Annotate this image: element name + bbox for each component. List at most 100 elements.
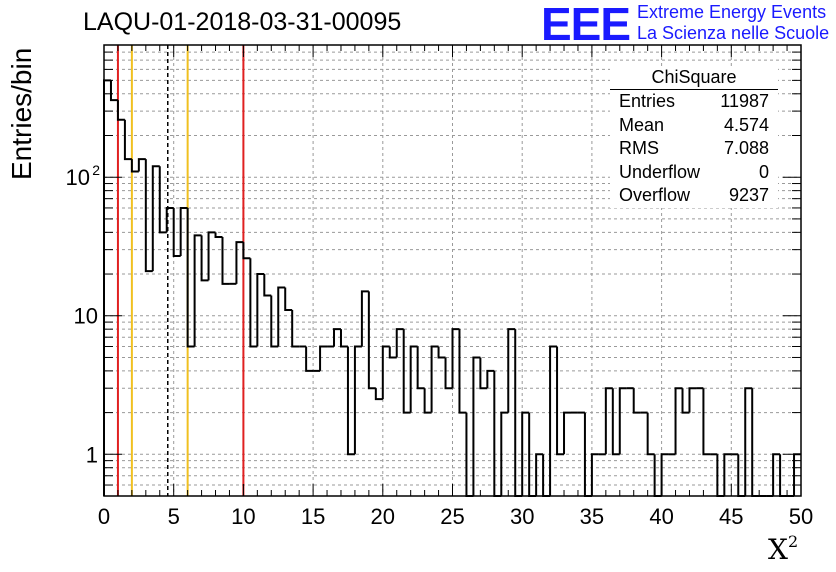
histogram-bin — [402, 329, 411, 414]
x-tick-label: 40 — [649, 504, 673, 529]
histogram-bin — [374, 388, 383, 401]
x-tick-label: 45 — [719, 504, 743, 529]
stats-label: Mean — [619, 114, 665, 135]
chart-title: LAQU-01-2018-03-31-00095 — [83, 8, 402, 36]
histogram-bin — [305, 346, 314, 372]
histogram-bin — [674, 387, 683, 455]
y-tick-label: 1 — [86, 442, 98, 467]
histogram-bin — [409, 345, 418, 413]
histogram-bin — [423, 388, 432, 414]
histogram-bin — [333, 328, 341, 347]
logo-line-2: La Scienza nelle Scuole — [637, 23, 830, 43]
histogram-bin — [123, 119, 132, 161]
histogram-bin — [353, 345, 362, 455]
histogram-bin — [151, 165, 160, 272]
x-tick-label: 35 — [580, 504, 604, 529]
histogram-bin — [723, 453, 732, 496]
histogram-bin — [395, 328, 404, 358]
histogram-bin — [437, 346, 446, 359]
stats-value: 4.574 — [723, 114, 769, 135]
x-tick-label: 20 — [371, 504, 395, 529]
y-axis-label: Entries/bin — [6, 47, 37, 180]
x-tick-label: 15 — [301, 504, 325, 529]
y-tick-label: 10 — [74, 304, 98, 329]
stats-label: Entries — [619, 91, 676, 111]
histogram-bin — [772, 453, 781, 496]
histogram-bin — [702, 388, 711, 456]
histogram-bin — [444, 357, 453, 390]
stats-row: Overflow 9237 — [610, 184, 778, 208]
histogram-bin — [214, 232, 223, 239]
x-axis-label-base: X — [768, 533, 788, 566]
histogram-bin — [479, 357, 488, 390]
x-tick-label: 10 — [231, 504, 255, 529]
histogram-bin — [604, 387, 613, 455]
histogram-bin — [158, 166, 167, 234]
histogram-bin — [563, 411, 571, 455]
histogram-bin — [172, 207, 181, 257]
stats-value: 9237 — [728, 185, 769, 205]
histogram-bin — [339, 329, 348, 348]
histogram-bin — [200, 235, 209, 282]
stats-value: 11987 — [720, 91, 769, 111]
x-tick-label: 5 — [168, 504, 180, 529]
eee-logo: EEE — [541, 0, 631, 50]
histogram-bin — [291, 310, 300, 348]
stats-label: Underflow — [619, 161, 701, 182]
stats-row: Mean 4.574 — [610, 114, 778, 138]
stats-value: 7.088 — [723, 138, 769, 158]
histogram-bin — [451, 328, 460, 389]
histogram-bin — [116, 100, 125, 121]
histogram-bin — [646, 412, 655, 456]
histogram-bin — [507, 328, 516, 413]
histogram-bin — [319, 345, 328, 371]
stats-box: ChiSquare Entries 11987 Mean 4.574 RMS 7.08… — [610, 66, 778, 208]
histogram-bin — [235, 241, 244, 284]
histogram-bin — [270, 295, 279, 348]
histogram-bin — [500, 411, 509, 496]
histogram-bin — [472, 356, 481, 496]
histogram-bin — [193, 234, 202, 347]
histogram-bin — [186, 207, 195, 348]
histogram-bin — [458, 329, 467, 414]
histogram-bin — [590, 453, 599, 496]
stats-row: Entries 11987 — [610, 90, 778, 114]
histogram-bin — [556, 346, 565, 456]
histogram-bin — [660, 453, 669, 496]
histogram-bin — [130, 159, 139, 173]
x-axis-label: X2 — [768, 532, 798, 566]
histogram-bin — [388, 346, 397, 359]
stats-row: RMS 7.088 — [610, 137, 778, 161]
logo-line-1: Extreme Energy Events — [637, 2, 827, 22]
histogram-bin — [137, 158, 146, 172]
histogram-bin — [221, 237, 230, 285]
histogram-bin — [277, 286, 286, 347]
histogram-bin — [618, 387, 627, 455]
histogram-bin — [493, 370, 502, 497]
histogram-bin — [381, 345, 390, 400]
histogram-bin — [207, 231, 216, 281]
histogram-bin — [688, 387, 697, 413]
histogram-bin — [360, 290, 369, 347]
x-tick-label: 50 — [789, 504, 813, 529]
histogram-bin — [430, 345, 439, 413]
x-tick-label: 0 — [98, 504, 110, 529]
x-axis-label-sup: 2 — [787, 532, 799, 551]
histogram-bin — [549, 345, 558, 496]
histogram-bin — [165, 206, 174, 233]
histogram-bin — [486, 369, 495, 389]
histogram-bin — [751, 388, 760, 497]
histogram-bin — [632, 388, 641, 414]
histogram-bin — [103, 79, 111, 496]
stats-row: Underflow 0 — [610, 161, 778, 185]
histogram-bin — [256, 273, 265, 347]
stats-label: Overflow — [619, 185, 691, 205]
stats-label: RMS — [619, 138, 659, 158]
histogram-bin — [179, 206, 188, 256]
x-tick-label: 25 — [440, 504, 464, 529]
histogram-bin — [144, 159, 153, 273]
y-tick-label-sup: 2 — [92, 162, 100, 178]
stats-value: 0 — [758, 161, 769, 182]
